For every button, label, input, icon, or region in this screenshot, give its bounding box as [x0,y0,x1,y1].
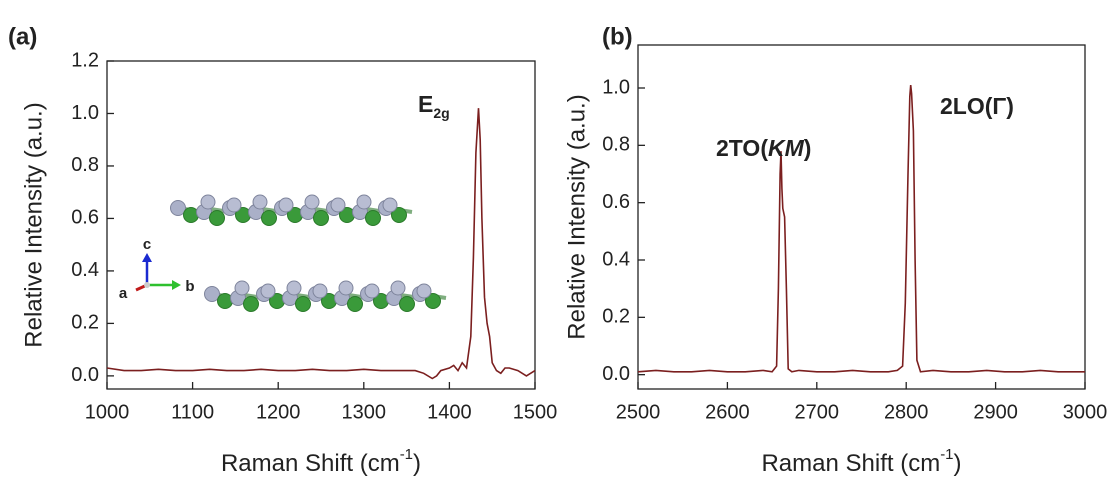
atom-b [261,210,277,226]
atom-n [390,280,406,296]
peak-annotation: 2LO(Γ) [940,93,1014,119]
atom-n [304,194,320,210]
x-tick-label: 2600 [705,401,750,423]
spectrum-line [106,108,536,380]
atom-n [356,194,372,210]
inset-axis-label: c [143,236,151,253]
y-tick-label: 0.0 [71,364,99,386]
x-tick-label: 1200 [256,401,301,423]
y-tick-label: 0.0 [602,363,630,385]
atom-b [365,210,381,226]
atom-n [252,194,268,210]
inset-axis-label: a [119,285,128,302]
x-axis-label: Raman Shift (cm-1) [761,446,961,477]
atom-n [226,197,242,213]
atom-b [243,296,259,312]
x-tick-label: 1100 [171,401,214,423]
axis-c-head [142,253,152,262]
peak-annotation-main: E [418,91,433,117]
x-tick-label: 1000 [85,401,130,423]
atom-n [200,194,216,210]
y-tick-label: 0.2 [602,306,630,328]
atom-n [338,280,354,296]
x-tick-label: 1300 [342,401,387,423]
peak-annotation-part: KM [768,135,805,161]
atom-b [217,293,233,309]
y-tick-label: 1.0 [602,76,630,98]
x-tick-label: 2900 [973,401,1018,423]
x-tick-label: 2700 [795,401,840,423]
atom-b [399,296,415,312]
y-tick-label: 1.2 [71,49,99,71]
x-axis-label-sup: -1 [940,446,953,463]
peak-annotation-part: 2TO( [716,135,768,161]
axis-b-head [172,280,181,290]
peak-annotation: E2g [418,91,450,121]
x-axis-label-end: ) [413,450,421,477]
y-tick-label: 0.4 [602,248,630,270]
atom-n [330,197,346,213]
x-tick-label: 1500 [513,401,558,423]
x-axis-label: Raman Shift (cm-1) [221,446,421,477]
peak-annotation-sub: 2g [433,105,449,121]
atom-b [425,293,441,309]
x-tick-label: 3000 [1063,401,1108,423]
atom-n [416,283,432,299]
atom-n [286,280,302,296]
y-tick-label: 0.6 [71,207,99,229]
atom-n [170,200,186,216]
y-tick-label: 0.8 [602,134,630,156]
atom-b [183,207,199,223]
panel-label: (a) [8,23,37,50]
axis-origin [144,282,150,288]
x-axis-label-end: ) [954,450,962,477]
atom-b [209,210,225,226]
atom-n [234,280,250,296]
y-tick-label: 0.4 [71,259,99,281]
y-tick-label: 0.6 [602,191,630,213]
x-axis-label-sup: -1 [400,446,413,463]
atom-n [204,286,220,302]
atom-b [313,210,329,226]
atom-n [278,197,294,213]
y-tick-label: 0.8 [71,154,99,176]
peak-annotation-part: ) [804,135,812,161]
atom-n [260,283,276,299]
x-tick-label: 2500 [616,401,661,423]
atom-b [295,296,311,312]
y-tick-label: 1.0 [71,102,99,124]
x-tick-label: 1400 [427,401,472,423]
panel-label: (b) [602,23,633,50]
inset-axis-label: b [185,278,194,295]
peak-annotation: 2TO(KM) [716,135,811,161]
atom-n [312,283,328,299]
x-tick-label: 2800 [884,401,929,423]
atom-n [382,197,398,213]
spectrum-line [637,85,1085,373]
atom-n [364,283,380,299]
plot-frame [106,60,536,390]
plot-frame [637,44,1086,390]
atom-b [391,207,407,223]
y-axis-label: Relative Intensity (a.u.) [563,94,590,339]
atom-b [347,296,363,312]
y-axis-label: Relative Intensity (a.u.) [20,102,47,347]
x-axis-label-text: Raman Shift (cm [221,450,400,477]
x-axis-label-text: Raman Shift (cm [761,450,940,477]
y-tick-label: 0.2 [71,312,99,334]
